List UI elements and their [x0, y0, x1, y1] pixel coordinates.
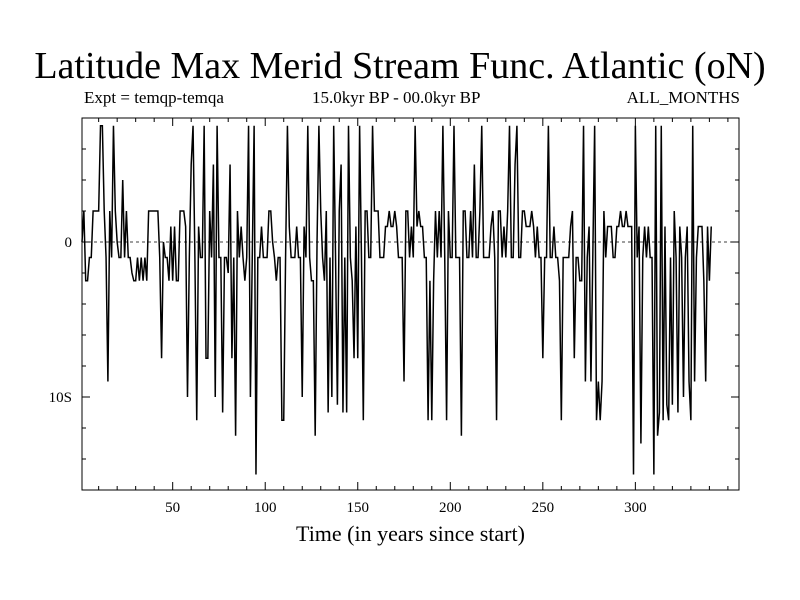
x-tick-label: 250	[532, 500, 555, 516]
x-tick-label: 100	[254, 500, 277, 516]
y-tick-label: 10S	[49, 390, 72, 406]
chart-title: Latitude Max Merid Stream Func. Atlantic…	[34, 45, 766, 87]
chart-subtitle-period: 15.0kyr BP - 00.0kyr BP	[312, 88, 481, 107]
ticks-layer	[82, 117, 739, 491]
chart-subtitle-months: ALL_MONTHS	[626, 88, 740, 107]
plot-frame	[81, 117, 740, 491]
tick-labels-layer: 50 100 150 200 250 300 0 10S	[49, 235, 647, 516]
y-tick-label: 0	[65, 235, 73, 251]
x-tick-label: 200	[439, 500, 462, 516]
chart-subtitle-experiment: Expt = temqp-temqa	[84, 88, 224, 107]
series-line-temqp-temqa	[81, 125, 712, 475]
x-tick-label: 300	[624, 500, 647, 516]
x-tick-label: 150	[347, 500, 370, 516]
x-tick-label: 50	[165, 500, 180, 516]
x-axis-label: Time (in years since start)	[296, 521, 525, 546]
